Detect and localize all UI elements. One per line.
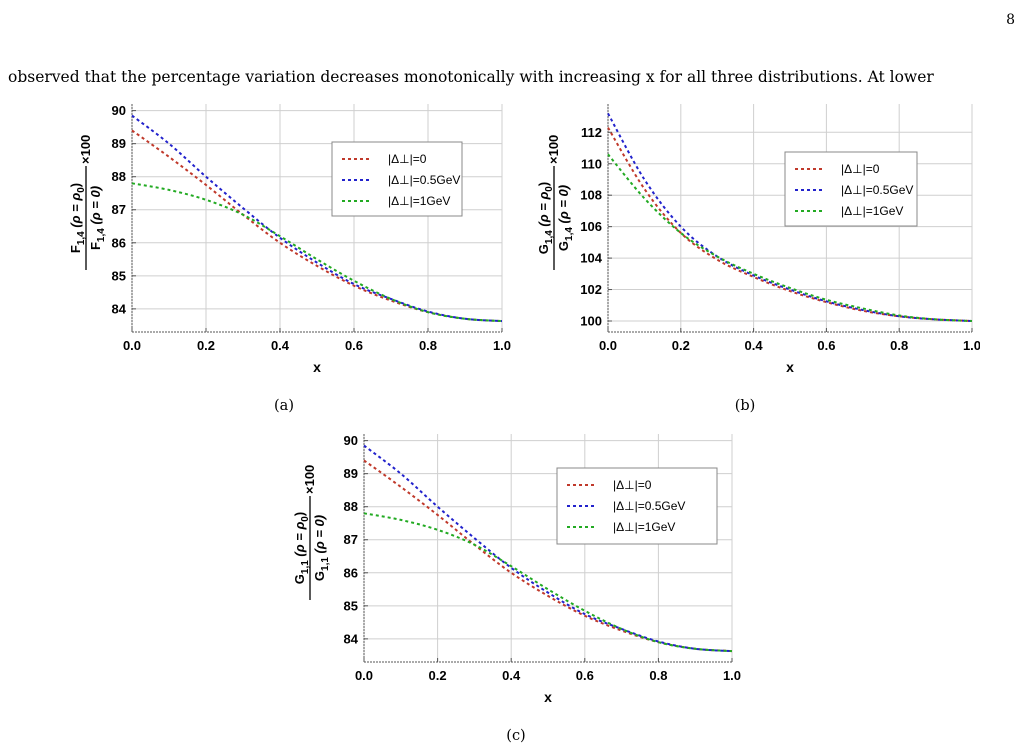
chart-2-ytick-label-0: 84 <box>344 631 359 646</box>
chart-0-xtick-label-0: 0.0 <box>123 338 141 353</box>
chart-0-legend: |Δ⊥|=0 |Δ⊥|=0.5GeV |Δ⊥|=1GeV <box>331 141 463 217</box>
plot-c: 0.0 0.2 0.4 0.6 0.8 1.0 84 85 86 87 88 89 90 x G1,1 (ρ… <box>292 433 741 705</box>
chart-1-ylabel-factor: ×100 <box>546 135 561 164</box>
chart-1-ylabel: G1,4 (ρ = ρ0)G1,4 (ρ = 0) ×100 <box>536 135 575 270</box>
chart-1-ytick-label-4: 108 <box>580 188 602 203</box>
chart-2-xtick-label-2: 0.4 <box>502 668 521 683</box>
chart-1-ylabel-numerator: G1,4 (ρ = ρ0) <box>536 182 555 254</box>
chart-0-grid <box>131 104 503 332</box>
chart-2-legend-label-1: |Δ⊥|=0.5GeV <box>613 499 685 513</box>
chart-1-series-0-line <box>607 127 973 322</box>
chart-0-ytick-label-4: 88 <box>112 169 126 184</box>
chart-0-series-2-line <box>131 182 503 323</box>
chart-1-legend: |Δ⊥|=0 |Δ⊥|=0.5GeV |Δ⊥|=1GeV <box>784 151 918 227</box>
chart-1-xtick-label-1: 0.2 <box>672 338 690 353</box>
plot-a: 0.0 0.2 0.4 0.6 0.8 1.0 84 85 86 87 88 89 90 x F1,4 (ρ… <box>68 103 511 375</box>
chart-1-xtick-label-0: 0.0 <box>599 338 617 353</box>
chart-1-xtick-label-3: 0.6 <box>817 338 835 353</box>
chart-0-xtick-label-3: 0.6 <box>345 338 363 353</box>
caption-c: (c) <box>506 728 526 744</box>
chart-0-ylabel-denominator: F1,4 (ρ = 0) <box>88 186 107 250</box>
chart-1-xlabel: x <box>786 359 794 375</box>
chart-0-ylabel-numerator: F1,4 (ρ = ρ0) <box>68 183 87 253</box>
chart-0-legend-label-1: |Δ⊥|=0.5GeV <box>388 173 460 187</box>
chart-2-ytick-label-1: 85 <box>344 598 358 613</box>
chart-2-ytick-label-6: 90 <box>344 433 358 448</box>
chart-2-ylabel-factor: ×100 <box>302 465 317 494</box>
chart-0-ytick-label-5: 89 <box>112 136 126 151</box>
chart-0-ytick-label-3: 87 <box>112 202 126 217</box>
chart-1-xtick-label-5: 1.0 <box>963 338 980 353</box>
figure-panel-b: 0.0 0.2 0.4 0.6 0.8 1.0 100 102 104 106 108 110 112 x… <box>520 96 980 386</box>
chart-0-xtick-label-1: 0.2 <box>197 338 215 353</box>
chart-2-series-0-line <box>363 459 733 653</box>
plot-b: 0.0 0.2 0.4 0.6 0.8 1.0 100 102 104 106 108 110 112 x… <box>536 104 980 375</box>
chart-2-xlabel: x <box>544 689 552 705</box>
chart-1-ylabel-denominator: G1,4 (ρ = 0) <box>556 185 575 251</box>
chart-2-ytick-label-4: 88 <box>344 499 358 514</box>
chart-1-ytick-label-5: 110 <box>581 156 602 171</box>
chart-0-xtick-label-5: 1.0 <box>493 338 511 353</box>
chart-1-legend-label-1: |Δ⊥|=0.5GeV <box>841 183 913 197</box>
page-number: 8 <box>1006 12 1015 28</box>
chart-2-legend-label-2: |Δ⊥|=1GeV <box>613 520 675 534</box>
chart-2-legend: |Δ⊥|=0 |Δ⊥|=0.5GeV |Δ⊥|=1GeV <box>556 467 718 545</box>
chart-1-ytick-label-6: 112 <box>581 125 602 140</box>
chart-0-xtick-label-2: 0.4 <box>271 338 290 353</box>
chart-2-xtick-label-5: 1.0 <box>723 668 741 683</box>
chart-1-series-1-line <box>607 112 973 322</box>
chart-2-ylabel-denominator: G1,1 (ρ = 0) <box>312 515 331 581</box>
chart-1-series-2-line <box>607 153 973 322</box>
chart-1-ytick-label-0: 100 <box>580 313 602 328</box>
chart-2-legend-box <box>556 467 718 545</box>
caption-b: (b) <box>734 398 756 414</box>
chart-2-xtick-label-1: 0.2 <box>429 668 447 683</box>
chart-1-ytick-label-3: 106 <box>580 219 602 234</box>
chart-1-legend-label-0: |Δ⊥|=0 <box>841 162 880 176</box>
chart-0-series-1-line <box>131 114 503 323</box>
chart-2-ytick-label-3: 87 <box>344 532 358 547</box>
chart-2-ytick-label-2: 86 <box>344 565 358 580</box>
figure-panel-c: 0.0 0.2 0.4 0.6 0.8 1.0 84 85 86 87 88 89 90 x G1,1 (ρ… <box>276 426 756 716</box>
chart-1-xtick-label-4: 0.8 <box>890 338 908 353</box>
chart-2-ylabel: G1,1 (ρ = ρ0)G1,1 (ρ = 0) ×100 <box>292 465 331 600</box>
body-text: observed that the percentage variation d… <box>8 68 934 86</box>
chart-2-legend-label-0: |Δ⊥|=0 <box>613 478 652 492</box>
chart-1-xtick-label-2: 0.4 <box>745 338 764 353</box>
chart-0-ylabel: F1,4 (ρ = ρ0)F1,4 (ρ = 0) ×100 <box>68 135 107 270</box>
chart-0-ylabel-factor: ×100 <box>78 135 93 164</box>
chart-0-legend-label-2: |Δ⊥|=1GeV <box>388 194 450 208</box>
chart-2-series-1-line <box>363 444 733 653</box>
chart-2-xtick-label-3: 0.6 <box>576 668 594 683</box>
chart-0-legend-box <box>331 141 463 217</box>
chart-0-xtick-label-4: 0.8 <box>419 338 437 353</box>
chart-2-xtick-label-4: 0.8 <box>649 668 667 683</box>
chart-0-ytick-label-2: 86 <box>112 235 126 250</box>
chart-2-ytick-label-5: 89 <box>344 466 358 481</box>
chart-2-xtick-label-0: 0.0 <box>355 668 373 683</box>
chart-0-ytick-label-0: 84 <box>112 301 127 316</box>
chart-0-ytick-label-1: 85 <box>112 268 126 283</box>
chart-1-legend-label-2: |Δ⊥|=1GeV <box>841 204 903 218</box>
chart-0-ytick-label-6: 90 <box>112 103 126 118</box>
chart-1-ytick-label-2: 104 <box>580 251 602 266</box>
chart-0-legend-label-0: |Δ⊥|=0 <box>388 152 427 166</box>
figure-panel-a: 0.0 0.2 0.4 0.6 0.8 1.0 84 85 86 87 88 89 90 x F1,4 (ρ… <box>52 96 512 386</box>
caption-a: (a) <box>274 398 294 414</box>
chart-2-ylabel-numerator: G1,1 (ρ = ρ0) <box>292 512 311 584</box>
chart-0-xlabel: x <box>313 359 321 375</box>
chart-1-ytick-label-1: 102 <box>580 282 602 297</box>
